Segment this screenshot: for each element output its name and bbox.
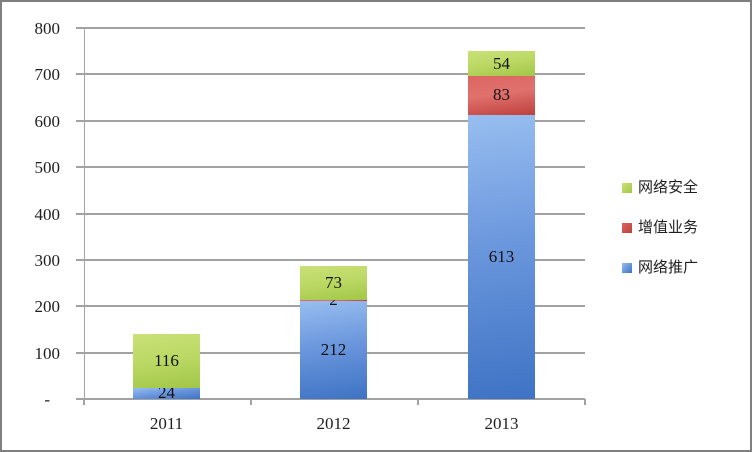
legend-swatch-icon	[622, 263, 632, 273]
y-axis-tick	[76, 351, 84, 354]
legend-swatch-icon	[622, 183, 632, 193]
bar-value-label: 73	[325, 272, 342, 292]
y-axis-tick	[76, 27, 84, 29]
legend-label: 网络推广	[638, 260, 699, 276]
bar-segment: 24	[133, 384, 200, 402]
bar-value-label: 116	[154, 350, 179, 370]
y-tick-label: 300	[34, 250, 61, 270]
y-gridline	[84, 73, 585, 76]
y-axis-tick	[76, 212, 84, 215]
bar-value-label: 83	[493, 85, 510, 105]
bar-segment: 73	[300, 265, 367, 300]
bar-segment: 83	[468, 76, 535, 115]
legend-label: 网络安全	[638, 180, 699, 196]
y-gridline	[84, 258, 585, 261]
bar-segment: 54	[468, 51, 535, 77]
y-tick-label: 800	[34, 19, 61, 38]
y-tick-label: 700	[34, 65, 61, 85]
x-axis-tick	[83, 399, 85, 405]
x-axis-tick	[584, 399, 586, 405]
y-tick-label: 500	[34, 158, 61, 178]
y-tick-label: -	[44, 390, 50, 409]
y-axis-tick	[76, 305, 84, 308]
y-tick-label: 600	[34, 111, 61, 131]
y-axis-line	[84, 28, 85, 405]
x-axis-line	[84, 398, 585, 400]
y-axis-tick	[76, 73, 84, 76]
x-axis-label: 2013	[484, 414, 519, 433]
bar-value-label: 54	[493, 53, 510, 73]
y-axis-tick	[76, 258, 84, 261]
y-axis-tick	[76, 119, 84, 122]
legend-label: 增值业务	[638, 220, 699, 236]
y-axis-tick	[76, 398, 84, 400]
y-tick-label: 400	[34, 204, 61, 224]
bar-value-label: 212	[320, 339, 347, 359]
bar-segment: 613	[468, 114, 535, 399]
y-axis-tick	[76, 166, 84, 169]
bar-segment: 212	[300, 300, 367, 399]
x-axis-label: 2011	[149, 414, 184, 433]
bar-segment: 2	[300, 291, 367, 309]
bar-value-label: 24	[158, 383, 175, 403]
y-gridline	[84, 119, 585, 122]
bar-value-label: 613	[488, 246, 515, 266]
x-axis-tick	[250, 399, 252, 405]
legend-swatch-icon	[622, 223, 632, 233]
y-gridline	[84, 27, 585, 29]
y-gridline	[84, 212, 585, 215]
y-gridline	[84, 166, 585, 169]
x-axis-label: 2012	[316, 414, 351, 433]
y-tick-label: 100	[34, 343, 61, 363]
bar-segment: 116	[133, 334, 200, 388]
y-tick-label: 200	[34, 297, 61, 317]
x-axis-tick	[417, 399, 419, 405]
